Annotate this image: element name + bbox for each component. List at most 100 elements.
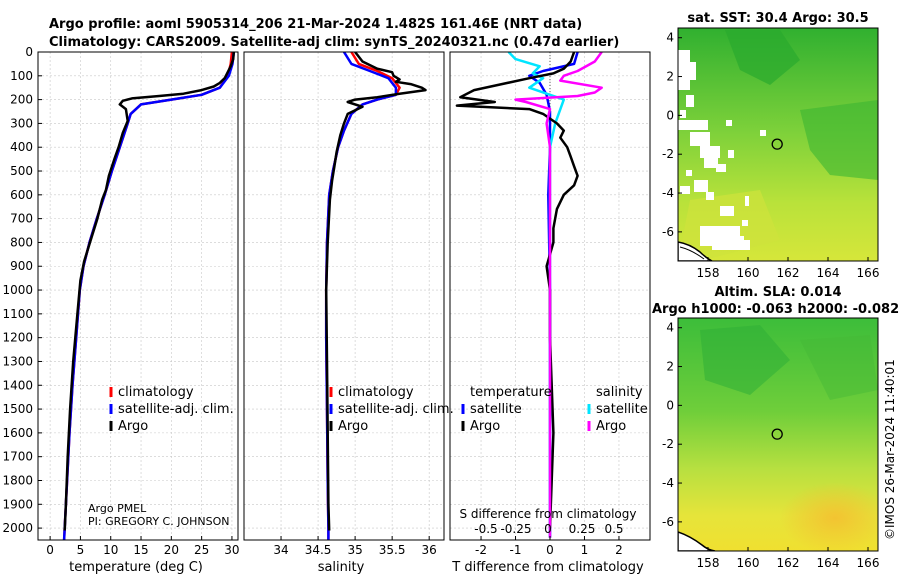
s-tick: 0.25: [569, 522, 596, 536]
footnote-pi: PI: GREGORY C. JOHNSON: [88, 515, 229, 528]
missing-pixel: [745, 196, 749, 206]
depth-tick-label: 800: [10, 235, 33, 249]
legend-label-climatology: climatology: [118, 385, 194, 400]
missing-pixel: [726, 120, 732, 126]
longitude-label: 166: [857, 556, 880, 570]
missing-pixel: [720, 206, 734, 216]
x-tick-label: 2: [615, 543, 623, 557]
missing-pixel: [694, 180, 708, 192]
legend-label-s-satellite: satellite: [596, 402, 648, 417]
longitude-label: 164: [817, 556, 840, 570]
series-climatology: [62, 52, 234, 540]
header-line-1: Argo profile: aoml 5905314_206 21-Mar-20…: [49, 17, 582, 32]
missing-pixel: [760, 130, 766, 136]
sst-patch: [725, 30, 800, 85]
difference-series: [455, 52, 603, 538]
sst-map-ticks: 158 160 162 164 166 4 2 0 -2 -4 -6: [662, 31, 879, 280]
temperature-ticks: 0 5 10 15 20 25 30: [46, 536, 240, 557]
longitude-label: 158: [697, 556, 720, 570]
longitude-label: 158: [697, 266, 720, 280]
missing-pixel: [706, 192, 714, 200]
legend-label-s-argo: Argo: [596, 419, 626, 434]
missing-pixel: [728, 150, 734, 158]
x-tick-label: 25: [194, 543, 209, 557]
difference-ticks: -2 -1 0 1 2: [475, 536, 623, 557]
depth-tick-label: 400: [10, 140, 33, 154]
sla-map-ticks: 158 160 162 164 166 4 2 0 -2 -4 -6: [662, 321, 879, 570]
depth-tick-label: 1800: [2, 473, 33, 487]
legend-label-argo: Argo: [338, 419, 368, 434]
depth-tick-label: 1400: [2, 378, 33, 392]
temperature-series: [62, 52, 236, 540]
missing-pixel: [744, 240, 750, 250]
x-tick-label: 36: [422, 543, 437, 557]
s-difference-label: S difference from climatology: [460, 507, 637, 521]
missing-pixel: [700, 146, 720, 158]
latitude-label: 2: [666, 360, 674, 374]
temperature-axes-frame: [37, 51, 239, 541]
missing-data-mask: [678, 50, 766, 250]
missing-pixel: [712, 236, 744, 250]
longitude-label: 166: [857, 266, 880, 280]
series-climatology: [324, 52, 401, 540]
sst-map-field: [678, 28, 878, 261]
coastline: [679, 246, 705, 260]
depth-ticks: 0 100 200 300 400 500 600 700 800 900 1000 1100 1200…: [2, 45, 42, 535]
x-tick-label: 35.5: [379, 543, 406, 557]
sla-map-title: Altim. SLA: 0.014: [715, 285, 842, 300]
latitude-label: -4: [662, 476, 674, 490]
sla-map-field: [678, 318, 878, 551]
salinity-ticks: 34 34.5 35 35.5 36: [273, 536, 437, 557]
s-tick: -0.25: [500, 522, 531, 536]
x-tick-label: 20: [164, 543, 179, 557]
series-s-satellite: [507, 52, 566, 538]
latitude-label: -2: [662, 437, 674, 451]
x-tick-label: 34.5: [305, 543, 332, 557]
x-tick-label: 10: [103, 543, 118, 557]
argo-position-marker: [771, 428, 783, 440]
longitude-label: 164: [817, 266, 840, 280]
longitude-label: 160: [737, 556, 760, 570]
depth-tick-label: 1200: [2, 331, 33, 345]
depth-tick-label: 1700: [2, 450, 33, 464]
sla-map-frame: [677, 317, 879, 552]
difference-legend: temperature satellite Argo salinity sate…: [461, 385, 648, 434]
legend-label-t-argo: Argo: [470, 419, 500, 434]
latitude-label: 2: [666, 70, 674, 84]
t-difference-xlabel: T difference from climatology: [451, 560, 644, 575]
difference-panel: -2 -1 0 1 2 T difference from climatology S …: [449, 51, 651, 575]
salinity-legend: climatology satellite-adj. clim. Argo: [329, 385, 454, 434]
depth-tick-label: 1500: [2, 402, 33, 416]
depth-tick-label: 700: [10, 212, 33, 226]
depth-tick-label: 1100: [2, 307, 33, 321]
depth-tick-label: 200: [10, 93, 33, 107]
sla-patch: [700, 325, 790, 395]
missing-pixel: [690, 62, 696, 80]
latitude-label: 4: [666, 321, 674, 335]
longitude-label: 160: [737, 266, 760, 280]
sst-map-title: sat. SST: 30.4 Argo: 30.5: [687, 11, 868, 26]
missing-pixel: [686, 95, 694, 107]
depth-tick-label: 1300: [2, 354, 33, 368]
longitude-label: 162: [777, 556, 800, 570]
x-tick-label: 0: [546, 543, 554, 557]
argo-position-marker: [771, 138, 783, 150]
x-tick-label: 15: [133, 543, 148, 557]
depth-tick-label: 1900: [2, 497, 33, 511]
salinity-xlabel: salinity: [318, 560, 365, 575]
depth-tick-label: 600: [10, 188, 33, 202]
coastline: [678, 241, 713, 261]
series-satellite-adj-clim-: [324, 52, 398, 540]
missing-pixel: [686, 170, 692, 176]
depth-tick-label: 100: [10, 69, 33, 83]
x-tick-label: 34: [273, 543, 288, 557]
temperature-legend: climatology satellite-adj. clim. Argo: [109, 385, 234, 434]
latitude-label: -6: [662, 515, 674, 529]
series-argo: [63, 52, 236, 531]
imos-credit: ©IMOS 26-Mar-2024 11:40:01: [883, 359, 897, 540]
missing-pixel: [678, 120, 708, 130]
depth-tick-label: 0: [25, 45, 33, 59]
series-argo: [324, 52, 427, 531]
sst-map-panel: sat. SST: 30.4 Argo: 30.5 158 160 162 164 16…: [662, 11, 879, 280]
